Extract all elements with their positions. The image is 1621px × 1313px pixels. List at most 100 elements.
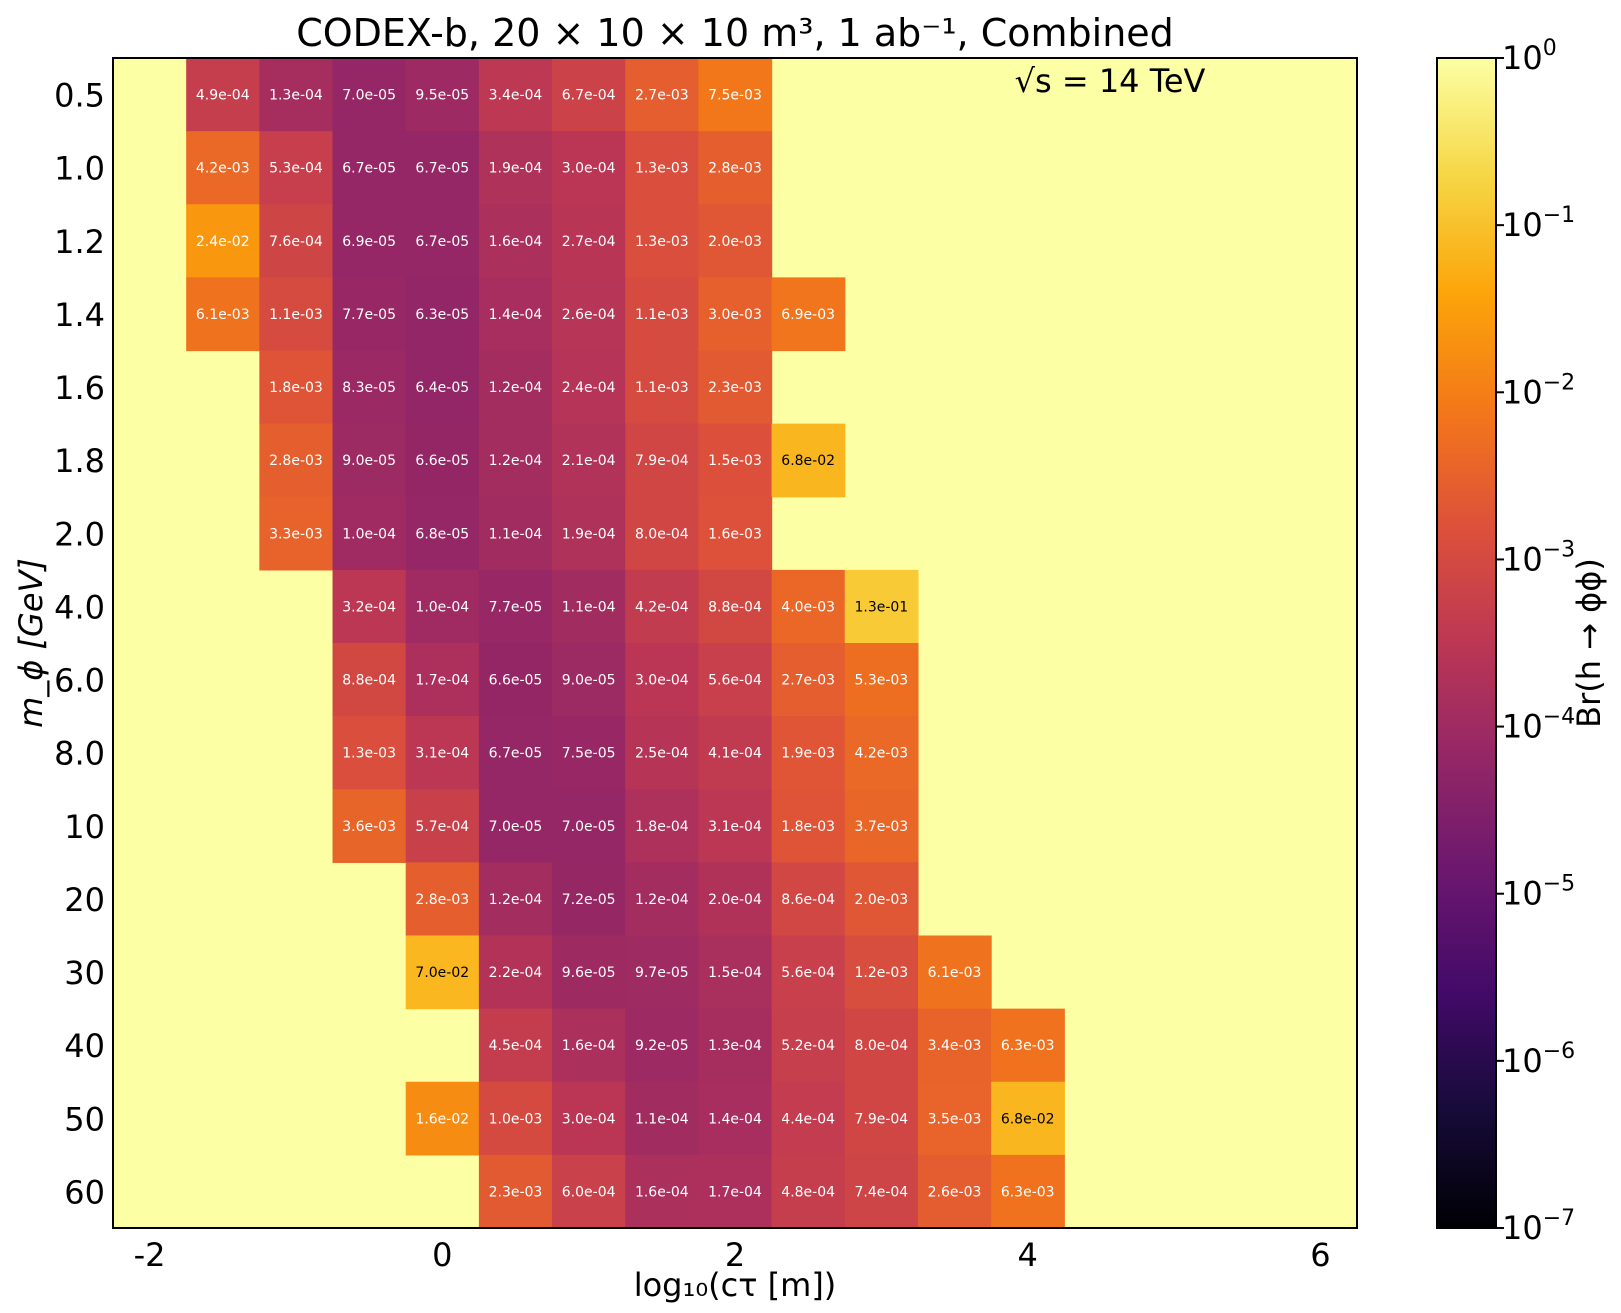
heatmap-cell <box>478 350 553 425</box>
heatmap-cell <box>698 350 773 425</box>
y-tick-label: 20 <box>64 881 105 919</box>
cell-value-label: 1.6e-03 <box>708 526 762 542</box>
heatmap-cell <box>698 58 773 132</box>
heatmap-cell <box>771 643 846 717</box>
heatmap-cell <box>552 423 626 498</box>
x-tick-label: 4 <box>1018 1236 1038 1274</box>
heatmap-cell <box>698 496 773 571</box>
heatmap-cell <box>552 1154 626 1229</box>
cell-value-label: 9.0e-05 <box>342 453 396 469</box>
heatmap-cell <box>332 58 407 132</box>
cell-value-label: 4.1e-04 <box>708 746 762 762</box>
heatmap-cell <box>552 789 626 863</box>
heatmap-cell <box>625 1081 700 1156</box>
heatmap-cell <box>771 716 846 790</box>
heatmap-cell <box>405 277 480 352</box>
heatmap-cell <box>186 277 260 352</box>
cell-value-label: 4.5e-04 <box>489 1038 543 1054</box>
cell-value-label: 2.1e-04 <box>562 453 616 469</box>
cell-value-label: 5.3e-03 <box>854 673 908 689</box>
x-axis-label: log₁₀(cτ [m]) <box>634 1266 837 1304</box>
colorbar-tick-label: 100 <box>1502 36 1557 77</box>
cell-value-label: 9.0e-05 <box>562 673 616 689</box>
heatmap-cell <box>771 935 846 1010</box>
cell-value-label: 6.1e-03 <box>928 965 982 981</box>
heatmap-cell <box>698 716 773 790</box>
cell-value-label: 7.6e-04 <box>269 234 323 250</box>
cell-value-label: 3.1e-04 <box>708 819 762 835</box>
cell-value-label: 1.6e-04 <box>489 234 543 250</box>
heatmap-cell <box>552 935 626 1010</box>
cell-value-label: 7.9e-04 <box>635 453 689 469</box>
cell-value-label: 3.0e-04 <box>635 673 689 689</box>
cell-value-label: 1.8e-03 <box>781 819 835 835</box>
y-tick-label: 8.0 <box>54 735 105 773</box>
heatmap-cell <box>625 1008 700 1083</box>
y-tick-label: 2.0 <box>54 515 105 553</box>
heatmap-cell <box>771 1154 846 1229</box>
heatmap-cell <box>844 1008 919 1083</box>
cell-value-label: 7.7e-05 <box>489 599 543 615</box>
cell-value-label: 8.0e-04 <box>854 1038 908 1054</box>
cell-value-label: 1.4e-04 <box>708 1111 762 1127</box>
cell-value-label: 8.3e-05 <box>342 380 396 396</box>
heatmap-cell <box>698 862 773 937</box>
cell-value-label: 4.2e-04 <box>635 599 689 615</box>
colorbar-tick-label: 10−3 <box>1502 537 1575 578</box>
cell-value-label: 1.0e-03 <box>489 1111 543 1127</box>
y-tick-label: 1.2 <box>54 223 105 261</box>
cell-value-label: 3.0e-04 <box>562 1111 616 1127</box>
cell-value-label: 2.3e-03 <box>489 1184 543 1200</box>
cell-value-label: 1.3e-03 <box>635 161 689 177</box>
cell-value-label: 7.0e-05 <box>342 88 396 104</box>
cell-value-label: 1.6e-04 <box>635 1184 689 1200</box>
heatmap-cell <box>552 496 626 571</box>
heatmap-cell <box>405 350 480 425</box>
heatmap-cell <box>405 716 480 790</box>
cell-value-label: 1.8e-04 <box>635 819 689 835</box>
heatmap-cell <box>844 716 919 790</box>
cell-value-label: 1.7e-04 <box>708 1184 762 1200</box>
heatmap-cell <box>332 423 407 498</box>
cell-value-label: 1.4e-04 <box>489 307 543 323</box>
heatmap-cell <box>259 496 334 571</box>
heatmap-cell <box>771 423 846 498</box>
heatmap-cell <box>478 1081 553 1156</box>
heatmap-cell <box>478 58 553 132</box>
cell-value-label: 5.6e-04 <box>708 673 762 689</box>
cell-value-label: 1.8e-03 <box>269 380 323 396</box>
cell-value-label: 6.6e-05 <box>415 453 469 469</box>
heatmap-cell <box>405 1081 480 1156</box>
cell-value-label: 1.1e-03 <box>269 307 323 323</box>
heatmap-cell <box>478 131 553 205</box>
heatmap-cell <box>405 569 480 644</box>
heatmap-cell <box>844 643 919 717</box>
heatmap-cell <box>771 277 846 352</box>
cell-value-label: 2.4e-04 <box>562 380 616 396</box>
heatmap-cell <box>698 1081 773 1156</box>
cell-value-label: 1.1e-03 <box>635 307 689 323</box>
cell-value-label: 7.5e-05 <box>562 746 616 762</box>
heatmap-cell <box>405 789 480 863</box>
heatmap-cell <box>552 131 626 205</box>
heatmap-cell <box>332 643 407 717</box>
cell-value-label: 5.7e-04 <box>415 819 469 835</box>
heatmap-cell <box>625 58 700 132</box>
heatmap-cell <box>771 569 846 644</box>
cell-value-label: 2.8e-03 <box>415 892 469 908</box>
y-axis-ticks: 0.5 1.0 1.2 1.4 1.6 1.8 2.0 4.0 6.0 8.0 10 20 30 40 50… <box>54 77 105 1212</box>
heatmap-cell <box>186 131 260 205</box>
y-tick-label: 1.0 <box>54 150 105 188</box>
cell-value-label: 4.8e-04 <box>781 1184 835 1200</box>
cell-value-label: 2.0e-04 <box>708 892 762 908</box>
heatmap-cell <box>625 277 700 352</box>
heatmap-cell <box>405 58 480 132</box>
cell-value-label: 1.7e-04 <box>415 673 469 689</box>
cell-value-label: 4.2e-03 <box>854 746 908 762</box>
heatmap-cell <box>771 862 846 937</box>
y-tick-label: 1.8 <box>54 442 105 480</box>
cell-value-label: 6.7e-05 <box>489 746 543 762</box>
cell-value-label: 1.9e-03 <box>781 746 835 762</box>
heatmap-cell <box>332 204 407 278</box>
cell-value-label: 7.5e-03 <box>708 88 762 104</box>
